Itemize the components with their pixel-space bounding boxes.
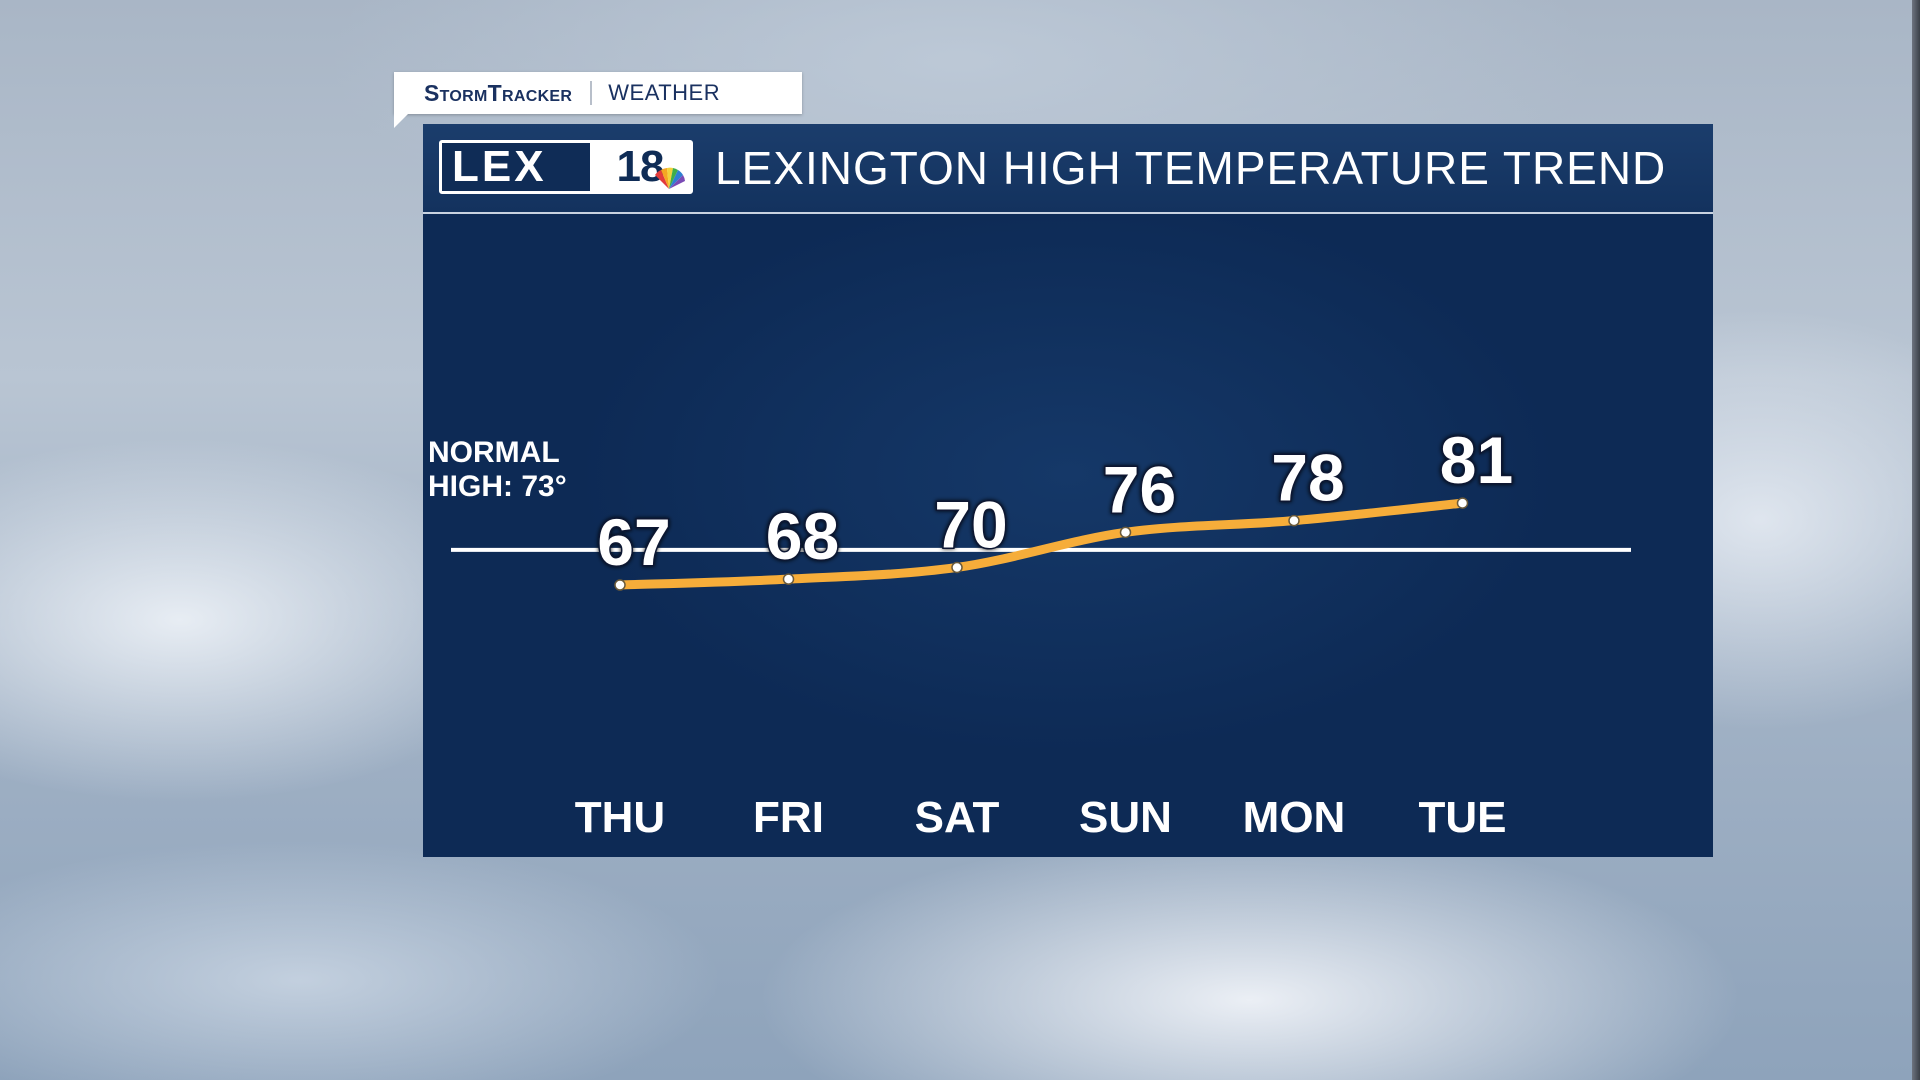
panel-header: LEX 18 LEXINGTON HIGH TEMPERATURE TREND	[423, 124, 1713, 214]
chart-panel: LEX 18 LEXINGTON HIGH TEMPERATURE TREND …	[423, 124, 1713, 857]
data-label-thu: 67	[597, 505, 670, 579]
data-label-sat: 70	[934, 487, 1007, 561]
data-label-tue: 81	[1440, 423, 1513, 497]
day-labels: THU FRI SAT SUN MON TUE	[575, 793, 1507, 842]
temperature-trend-line	[615, 498, 1467, 590]
brand-divider	[590, 81, 593, 105]
data-label-fri: 68	[766, 499, 839, 573]
data-point-thu	[614, 579, 626, 591]
brand-subtitle: WEATHER	[608, 80, 721, 105]
tick-label-thu: THU	[575, 793, 665, 842]
tick-label-mon: MON	[1243, 793, 1346, 842]
data-point-tue	[1456, 497, 1469, 509]
peacock-icon	[655, 167, 685, 189]
data-point-mon	[1288, 514, 1300, 527]
plot-background	[423, 214, 1713, 857]
logo-number-box: 18	[590, 143, 690, 191]
data-point-sat	[951, 561, 963, 574]
brand-name: StormTracker	[424, 79, 573, 106]
page-title: LEXINGTON HIGH TEMPERATURE TREND	[715, 142, 1667, 194]
logo-number: 18	[616, 142, 665, 191]
data-label-sun: 76	[1103, 452, 1176, 526]
data-points	[614, 497, 1469, 591]
normal-label-line1: NORMAL	[428, 436, 560, 469]
normal-high-label: NORMAL HIGH: 73°	[428, 436, 567, 504]
data-label-mon: 78	[1271, 441, 1344, 515]
data-labels: 67 68 70 76 78 81	[596, 422, 1515, 581]
normal-label-line2: HIGH: 73°	[428, 470, 567, 503]
brand-tab: StormTracker WEATHER	[394, 72, 802, 128]
tick-label-sun: SUN	[1079, 793, 1172, 842]
data-point-fri	[782, 573, 795, 585]
logo-text: LEX	[452, 142, 547, 191]
station-logo: LEX 18	[439, 140, 693, 194]
tick-label-fri: FRI	[753, 793, 824, 842]
tick-label-sat: SAT	[915, 793, 1000, 842]
temperature-chart: 67 68 70 76 78 81 THU FRI SAT SUN MON TUE	[451, 422, 1631, 842]
screen-edge-strip	[1912, 0, 1920, 1080]
tick-label-tue: TUE	[1419, 793, 1507, 842]
data-point-sun	[1119, 526, 1132, 539]
